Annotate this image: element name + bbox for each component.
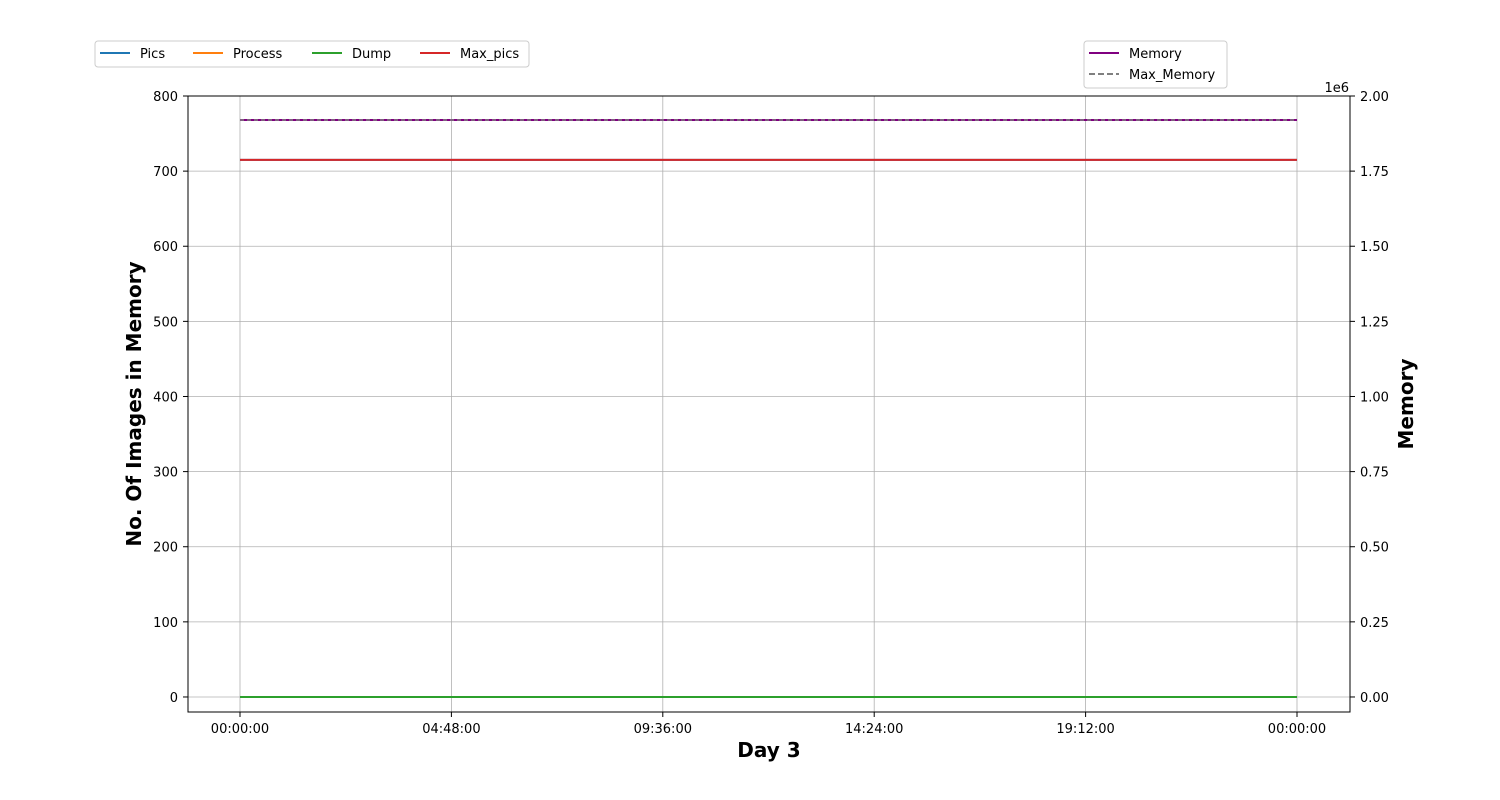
left-y-tick-label: 300 [153,466,178,481]
legend-right-box [1083,40,1228,89]
left-y-axis-ticks: 0 100 200 300 400 500 600 700 800 [153,90,188,706]
right-y-tick-label: 1.25 [1360,315,1389,330]
right-y-tick-label: 1.50 [1360,240,1389,255]
legend-label-max-pics: Max_pics [460,47,519,62]
right-y-tick-label: 0.50 [1360,541,1389,556]
left-y-tick-label: 100 [153,616,178,631]
grid [188,95,1350,712]
plot-frame [187,95,1351,713]
x-tick-label: 14:24:00 [845,722,903,737]
left-y-tick-label: 500 [153,315,178,330]
left-y-tick-label: 600 [153,240,178,255]
right-y-tick-label: 0.25 [1360,616,1389,631]
left-y-tick-label: 0 [170,691,178,706]
x-axis-ticks: 00:00:00 04:48:00 09:36:00 14:24:00 19:12:00… [211,712,1326,737]
right-y-axis-ticks: 0.00 0.25 0.50 0.75 1.00 1.25 1.50 1.75 2.00 [1350,90,1389,706]
right-y-tick-label: 1.00 [1360,390,1389,405]
right-y-tick-label: 0.75 [1360,466,1389,481]
right-y-axis-label: Memory [1394,359,1418,450]
legend-label-memory: Memory [1129,47,1182,62]
legend-left: Pics Process Dump Max_pics [94,40,530,68]
x-tick-label: 04:48:00 [422,722,480,737]
x-tick-label: 19:12:00 [1056,722,1114,737]
x-tick-label: 00:00:00 [1268,722,1326,737]
x-axis-label: Day 3 [737,738,800,762]
left-y-tick-label: 700 [153,165,178,180]
left-y-tick-label: 800 [153,90,178,105]
legend-right: Memory Max_Memory [1083,40,1228,89]
right-y-tick-label: 0.00 [1360,691,1389,706]
right-y-tick-label: 1.75 [1360,165,1389,180]
legend-label-dump: Dump [352,47,391,62]
series-lines [240,119,1297,698]
left-y-tick-label: 400 [153,390,178,405]
x-tick-label: 09:36:00 [634,722,692,737]
legend-label-max-memory: Max_Memory [1129,68,1216,83]
right-axis-offset-label: 1e6 [1324,81,1349,96]
x-tick-label: 00:00:00 [211,722,269,737]
legend-label-process: Process [233,47,283,62]
left-y-axis-label: No. Of Images in Memory [122,261,146,546]
left-y-tick-label: 200 [153,541,178,556]
right-y-tick-label: 2.00 [1360,90,1389,105]
legend-label-pics: Pics [140,47,165,62]
